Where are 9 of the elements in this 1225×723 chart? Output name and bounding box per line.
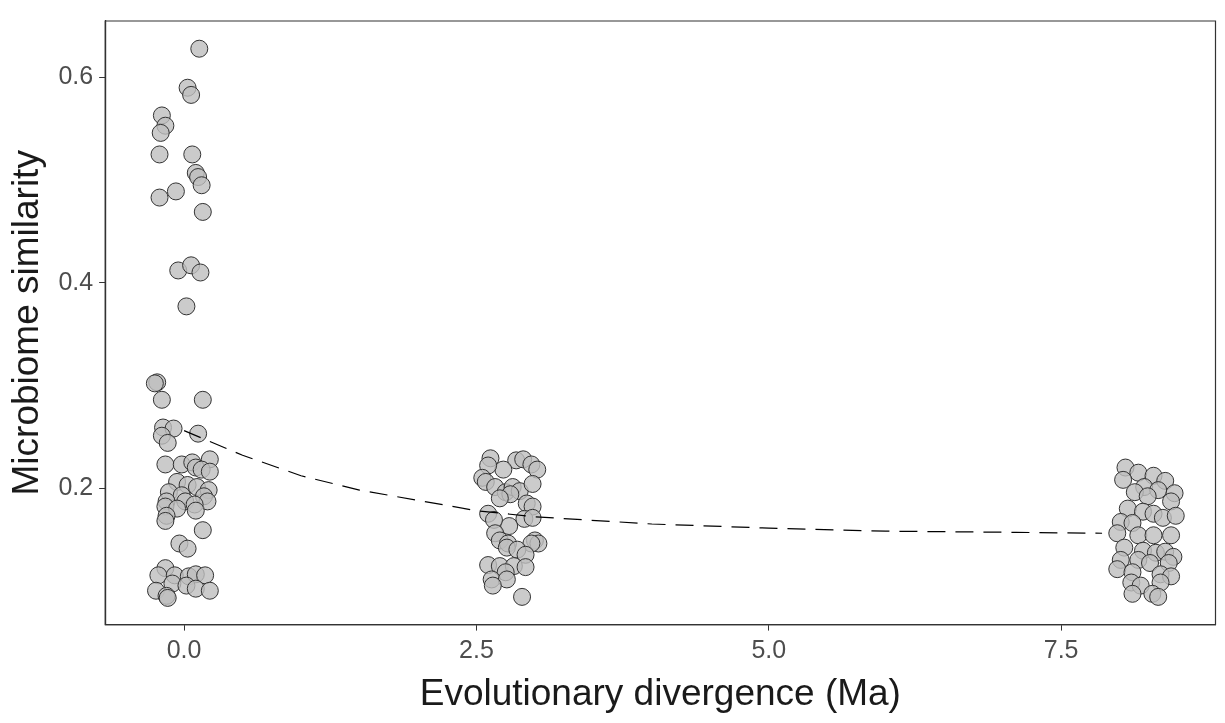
- x-tick-label: 0.0: [166, 635, 202, 664]
- y-axis-title: Microbiome similarity: [5, 149, 47, 496]
- x-axis-title: Evolutionary divergence (Ma): [419, 672, 901, 713]
- y-tick-label: 0.4: [58, 266, 94, 295]
- x-tick-label: 5.0: [751, 635, 787, 664]
- y-tick-label: 0.2: [58, 471, 94, 500]
- x-tick-label: 2.5: [459, 635, 494, 664]
- x-tick-label: 7.5: [1043, 635, 1079, 664]
- y-tick-label: 0.6: [58, 61, 94, 90]
